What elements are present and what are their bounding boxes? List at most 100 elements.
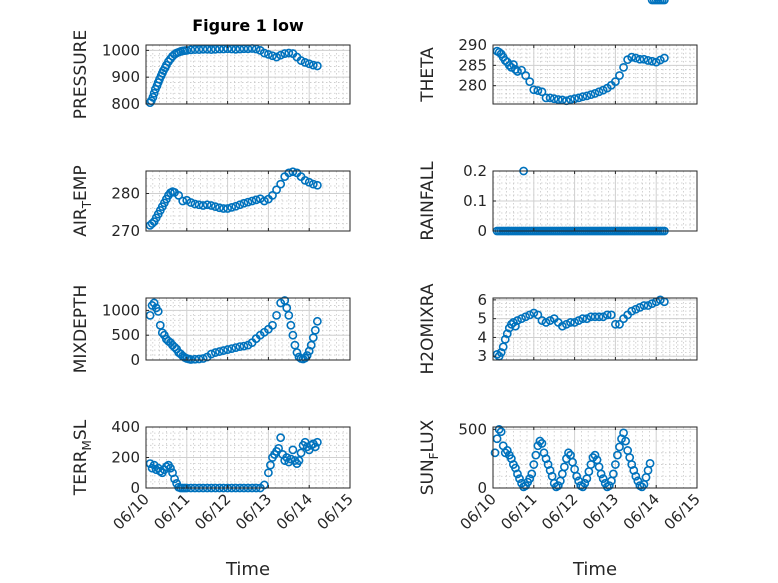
figure-title: Figure 1 low	[192, 16, 304, 35]
axes-frame	[145, 297, 351, 361]
data-point	[288, 445, 298, 455]
data-point	[166, 463, 175, 473]
data-point	[615, 319, 624, 329]
data-point	[490, 448, 500, 458]
data-point	[268, 320, 277, 330]
subplot-left-4: 0200400TERRMSL06/1006/1106/1206/1306/140…	[71, 418, 357, 533]
data-point	[513, 469, 522, 479]
data-point	[525, 474, 535, 484]
data-point	[272, 185, 281, 195]
data-point	[312, 316, 322, 326]
data-point	[566, 318, 575, 327]
data-point	[545, 316, 555, 325]
data-point	[527, 469, 537, 479]
data-point	[202, 44, 212, 54]
data-point	[627, 52, 637, 62]
y-tick-label: 0.1	[463, 192, 487, 210]
y-tick-label: 500	[458, 420, 487, 438]
subplot-left-3: 0 500 1000 MIXDEPTH	[71, 285, 351, 374]
y-tick-label: 0	[477, 479, 487, 497]
data-point	[541, 93, 551, 103]
data-point	[596, 469, 606, 479]
y-tick-label: 280	[458, 77, 487, 95]
data-point	[292, 348, 302, 357]
data-point	[659, 53, 669, 63]
data-point	[637, 482, 647, 492]
data-point	[564, 448, 573, 458]
data-point	[498, 342, 508, 352]
data-point	[590, 89, 600, 98]
data-point	[308, 179, 318, 189]
y-tick-label: 290	[458, 36, 487, 54]
y-tick-label: 0	[130, 351, 140, 369]
y-tick-label: 200	[111, 449, 140, 467]
y-axis-label-text: RAINFALL	[418, 161, 438, 241]
y-tick-label: 5	[477, 310, 487, 328]
data-point	[272, 310, 281, 320]
y-axis-label-text: SUN	[418, 459, 438, 495]
data-point	[598, 474, 608, 484]
y-axis-label-text: MIXDEPTH	[71, 285, 91, 374]
y-tick-label: 0.2	[463, 162, 487, 180]
data-point	[223, 204, 232, 213]
y-axis-label-subscript: M	[80, 440, 94, 450]
data-point	[161, 462, 171, 472]
data-point	[274, 443, 283, 453]
data-point	[186, 198, 196, 207]
data-point	[310, 442, 320, 452]
data-point	[631, 53, 641, 63]
x-tick-label: 06/14	[273, 490, 316, 533]
data-point	[190, 45, 200, 54]
data-point	[533, 86, 543, 95]
data-point	[206, 45, 216, 54]
y-axis-label: SUNFLUX	[418, 419, 441, 495]
data-point	[586, 312, 596, 322]
y-axis-label: AIRTEMP	[71, 165, 94, 236]
y-axis-label: H2OMIXRA	[418, 283, 438, 374]
data-point	[259, 196, 269, 206]
data-point	[643, 301, 653, 310]
data-point	[243, 197, 253, 207]
y-tick-label: 1000	[102, 301, 140, 319]
data-point	[611, 77, 620, 87]
data-point	[259, 48, 269, 58]
y-axis-label-text: H2OMIXRA	[418, 283, 438, 374]
data-point	[231, 201, 241, 211]
data-point	[194, 354, 204, 364]
data-point	[284, 168, 294, 178]
y-tick-label: 500	[111, 326, 140, 344]
data-point	[276, 179, 286, 189]
data-point	[611, 460, 620, 469]
data-point	[219, 204, 228, 213]
data-point	[149, 298, 159, 308]
y-axis-label: MIXDEPTH	[71, 285, 91, 374]
data-point	[513, 67, 522, 76]
data-point	[170, 342, 179, 352]
data-point	[529, 460, 539, 469]
data-point	[525, 310, 535, 320]
data-point	[619, 62, 628, 72]
data-point	[235, 200, 245, 210]
data-point	[194, 45, 204, 54]
data-point	[513, 316, 522, 325]
data-point	[549, 94, 559, 104]
axes-frame	[492, 297, 698, 361]
data-point	[606, 310, 616, 320]
data-point	[572, 471, 582, 481]
data-point	[515, 474, 524, 484]
data-point	[300, 58, 310, 67]
axes-frame	[492, 44, 698, 105]
data-point	[613, 450, 622, 460]
y-axis-label-text: PRESSURE	[71, 30, 91, 119]
data-point	[594, 312, 604, 322]
data-point	[602, 310, 612, 320]
data-point	[562, 319, 571, 329]
data-point	[239, 198, 249, 208]
data-point	[206, 201, 216, 210]
data-point	[215, 203, 224, 213]
data-point	[560, 462, 569, 472]
data-point	[553, 95, 563, 104]
x-tick-label: 06/12	[538, 490, 581, 533]
x-tick-label: 06/15	[661, 490, 704, 533]
data-point	[537, 316, 547, 325]
